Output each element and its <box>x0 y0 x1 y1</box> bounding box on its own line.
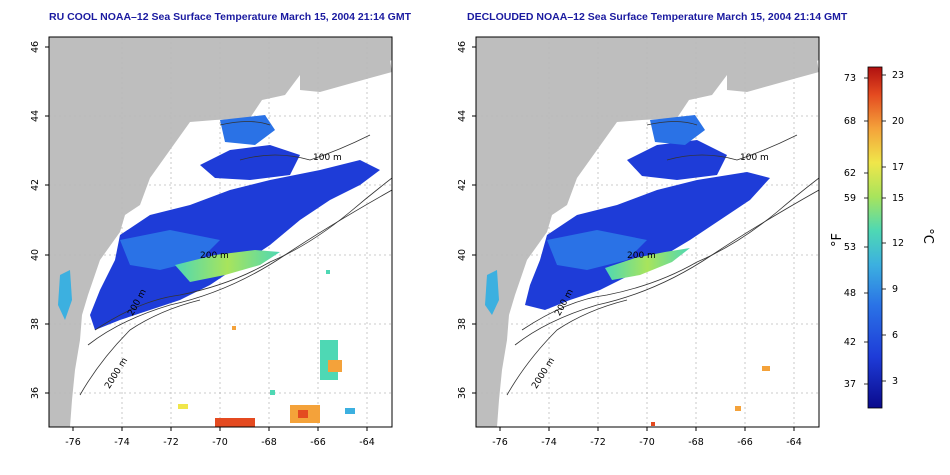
colorbar-gradient <box>867 66 883 409</box>
left-y-axis: 36 38 40 42 44 46 <box>30 41 49 399</box>
f-tick-label: 42 <box>844 337 856 348</box>
right-map: 100 m 200 m 2000 m 200 m <box>476 37 819 427</box>
contour-label-200m: 200 m <box>200 251 229 261</box>
c-tick-label: 3 <box>892 376 898 387</box>
x-tick-label: -68 <box>688 437 704 448</box>
left-map-title: RU COOL NOAA–12 Sea Surface Temperature … <box>49 11 412 23</box>
sst-gulf-maine <box>200 145 300 180</box>
left-x-axis: -76 -74 -72 -70 -68 -66 -64 <box>65 427 375 448</box>
y-tick-label: 38 <box>457 318 468 330</box>
x-tick-label: -66 <box>310 437 326 448</box>
c-tick-label: 17 <box>892 162 904 173</box>
left-map: 100 m 200 m 2000 m 200 m <box>49 37 392 427</box>
f-tick-label: 62 <box>844 168 856 179</box>
colorbar-c-ticks: 23 20 17 15 12 9 6 3 <box>892 70 904 387</box>
f-tick-label: 68 <box>844 116 856 127</box>
c-tick-label: 9 <box>892 284 898 295</box>
right-y-axis: 36 38 40 42 44 46 <box>457 41 476 399</box>
colorbar: 73 68 62 59 53 48 42 37 23 20 17 15 12 9… <box>830 66 935 409</box>
f-tick-label: 53 <box>844 242 856 253</box>
y-tick-label: 36 <box>30 387 41 399</box>
c-tick-label: 12 <box>892 238 904 249</box>
contour-label-200m: 200 m <box>627 251 656 261</box>
sst-offshore-pixels <box>178 270 355 427</box>
sst-offshore-pixels <box>651 366 770 426</box>
y-tick-label: 38 <box>30 318 41 330</box>
bathymetry-contours <box>506 121 819 396</box>
c-tick-label: 20 <box>892 116 904 127</box>
y-tick-label: 36 <box>457 387 468 399</box>
fahrenheit-label: °F <box>830 233 845 247</box>
sst-coastal-shelf <box>547 230 647 270</box>
f-tick-label: 59 <box>844 193 856 204</box>
land-mass <box>49 37 392 427</box>
land-mass <box>476 37 819 427</box>
x-tick-label: -70 <box>639 437 655 448</box>
f-tick-label: 37 <box>844 379 856 390</box>
f-tick-label: 48 <box>844 288 856 299</box>
y-tick-label: 44 <box>30 110 41 122</box>
colorbar-f-ticks: 73 68 62 59 53 48 42 37 <box>844 73 856 390</box>
sst-gulf-maine <box>627 140 727 180</box>
bathymetry-contours <box>79 121 392 396</box>
x-tick-label: -72 <box>163 437 179 448</box>
sst-nearshore <box>58 270 72 320</box>
f-tick-label: 73 <box>844 73 856 84</box>
x-tick-label: -72 <box>590 437 606 448</box>
nova-scotia-land <box>300 60 392 92</box>
sst-warm-band <box>175 250 280 282</box>
right-x-axis: -76 -74 -72 -70 -68 -66 -64 <box>492 427 802 448</box>
x-tick-label: -74 <box>114 437 130 448</box>
x-tick-label: -64 <box>786 437 802 448</box>
sst-warm-band <box>605 248 690 280</box>
grid-lines <box>49 37 392 427</box>
x-tick-label: -76 <box>65 437 81 448</box>
x-tick-label: -76 <box>492 437 508 448</box>
sst-cold-region <box>525 172 770 310</box>
x-tick-label: -68 <box>261 437 277 448</box>
x-tick-label: -66 <box>737 437 753 448</box>
sst-nearshore <box>485 270 499 315</box>
y-tick-label: 42 <box>30 179 41 191</box>
x-tick-label: -74 <box>541 437 557 448</box>
nova-scotia-land <box>727 60 819 92</box>
y-tick-label: 42 <box>457 179 468 191</box>
contour-label-100m: 100 m <box>740 153 769 163</box>
y-tick-label: 40 <box>457 249 468 261</box>
c-tick-label: 23 <box>892 70 904 81</box>
x-tick-label: -64 <box>359 437 375 448</box>
y-tick-label: 44 <box>457 110 468 122</box>
c-tick-label: 6 <box>892 330 898 341</box>
y-tick-label: 40 <box>30 249 41 261</box>
celsius-label: °C <box>920 228 935 244</box>
contour-label-100m: 100 m <box>313 153 342 163</box>
x-tick-label: -70 <box>212 437 228 448</box>
sst-north-patch <box>650 115 705 145</box>
right-map-title: DECLOUDED NOAA–12 Sea Surface Temperatur… <box>467 11 848 23</box>
y-tick-label: 46 <box>30 41 41 53</box>
y-tick-label: 46 <box>457 41 468 53</box>
sst-cold-region <box>90 160 380 330</box>
c-tick-label: 15 <box>892 193 904 204</box>
